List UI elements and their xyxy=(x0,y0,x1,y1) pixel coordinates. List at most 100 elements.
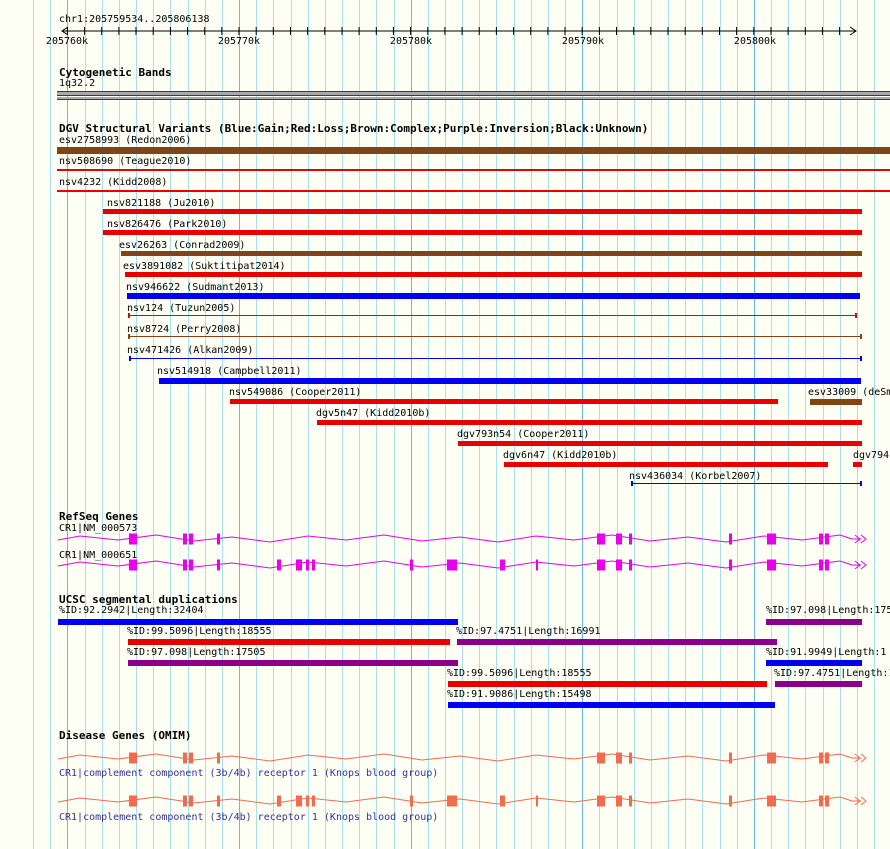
omim-gene-strand-arrow-icon xyxy=(852,796,867,806)
refseq-gene-label[interactable]: CR1|NM_000651 xyxy=(59,550,138,561)
dgv-variant-bar[interactable] xyxy=(57,147,890,154)
whisker-line xyxy=(128,336,862,337)
refseq-gene-exon xyxy=(729,533,732,545)
omim-gene-glyph[interactable] xyxy=(0,788,890,814)
segdup-label[interactable]: %ID:97.098|Length:175 xyxy=(766,605,890,616)
grid-minor-line xyxy=(118,0,120,849)
cytoband-track-title: Cytogenetic Bands xyxy=(59,66,172,79)
omim-gene-exon xyxy=(296,795,302,807)
dgv-variant-bar[interactable] xyxy=(121,251,862,256)
dgv-variant-label[interactable]: nsv436034 (Korbel2007) xyxy=(629,471,762,482)
omim-gene-exon xyxy=(825,795,829,807)
segdup-bar[interactable] xyxy=(775,681,862,687)
refseq-gene-exon xyxy=(597,559,605,571)
segdup-bar[interactable] xyxy=(128,639,450,645)
omim-gene-exon xyxy=(819,752,823,764)
grid-major-line xyxy=(67,0,69,849)
dgv-track-title: DGV Structural Variants (Blue:Gain;Red:L… xyxy=(59,122,649,135)
grid-minor-line xyxy=(153,0,155,849)
refseq-gene-exon xyxy=(629,533,632,545)
segdup-bar[interactable] xyxy=(58,619,458,625)
omim-gene-label[interactable]: CR1|complement component (3b/4b) recepto… xyxy=(59,812,439,823)
dgv-variant-bar[interactable] xyxy=(230,399,778,404)
omim-gene-glyph[interactable] xyxy=(0,745,890,771)
dgv-variant-bar[interactable] xyxy=(810,399,862,405)
dgv-variant-label[interactable]: nsv508690 (Teague2010) xyxy=(59,156,192,167)
dgv-variant-label[interactable]: dgv793n54 (Cooper2011) xyxy=(457,429,590,440)
refseq-gene-intron-line xyxy=(57,560,853,569)
dgv-variant-label[interactable]: dgv6n47 (Kidd2010b) xyxy=(503,450,618,461)
whisker-line xyxy=(128,315,857,316)
omim-gene-exon xyxy=(536,795,538,807)
dgv-variant-label[interactable]: nsv549086 (Cooper2011) xyxy=(229,387,362,398)
refseq-gene-glyph[interactable] xyxy=(0,552,890,578)
dgv-variant-whisker[interactable] xyxy=(128,313,857,318)
segdup-label[interactable]: %ID:99.5096|Length:18555 xyxy=(447,668,592,679)
omim-gene-exon xyxy=(217,795,220,807)
refseq-gene-label[interactable]: CR1|NM_000573 xyxy=(59,523,138,534)
segdup-label[interactable]: %ID:99.5096|Length:18555 xyxy=(127,626,272,637)
omim-gene-exon xyxy=(306,795,309,807)
dgv-variant-bar[interactable] xyxy=(57,169,890,171)
dgv-variant-bar[interactable] xyxy=(57,190,890,192)
omim-gene-exon xyxy=(825,752,829,764)
dgv-variant-bar[interactable] xyxy=(103,230,862,235)
dgv-variant-label[interactable]: nsv946622 (Sudmant2013) xyxy=(126,282,265,293)
whisker-end-left xyxy=(128,334,130,339)
omim-gene-exon xyxy=(183,752,187,764)
cytoband-band xyxy=(57,91,890,96)
omim-gene-exon xyxy=(629,752,632,764)
segdup-label[interactable]: %ID:92.2942|Length:32404 xyxy=(59,605,204,616)
ruler-tick-label: 205790k xyxy=(561,36,605,47)
dgv-variant-bar[interactable] xyxy=(458,441,862,446)
dgv-variant-label[interactable]: nsv8724 (Perry2008) xyxy=(127,324,242,335)
segdup-label[interactable]: %ID:97.4751|Length:16991 xyxy=(456,626,601,637)
dgv-variant-label[interactable]: nsv826476 (Park2010) xyxy=(107,219,228,230)
dgv-variant-label[interactable]: esv2758993 (Redon2006) xyxy=(59,135,192,146)
dgv-variant-label[interactable]: esv33009 (deSm xyxy=(808,387,890,398)
whisker-end-left xyxy=(129,356,131,361)
dgv-variant-label[interactable]: esv26263 (Conrad2009) xyxy=(119,240,246,251)
dgv-variant-whisker[interactable] xyxy=(631,481,862,486)
refseq-gene-exon xyxy=(729,559,732,571)
segdup-label[interactable]: %ID:97.4751|Length:1 xyxy=(774,668,890,679)
dgv-variant-bar[interactable] xyxy=(317,420,862,425)
omim-gene-label[interactable]: CR1|complement component (3b/4b) recepto… xyxy=(59,768,439,779)
grid-minor-line xyxy=(170,0,172,849)
segdup-label[interactable]: %ID:91.9086|Length:15498 xyxy=(447,689,592,700)
whisker-end-left xyxy=(631,481,633,486)
dgv-variant-label[interactable]: nsv4232 (Kidd2008) xyxy=(59,177,168,188)
dgv-variant-bar[interactable] xyxy=(504,462,828,467)
dgv-variant-whisker[interactable] xyxy=(129,356,862,361)
omim-track-title: Disease Genes (OMIM) xyxy=(59,729,192,742)
omim-gene-exon xyxy=(767,795,776,807)
refseq-gene-exon xyxy=(410,559,413,571)
dgv-variant-whisker[interactable] xyxy=(128,334,862,339)
refseq-gene-exon xyxy=(616,533,622,545)
dgv-variant-bar[interactable] xyxy=(159,378,861,384)
segdup-bar[interactable] xyxy=(457,639,777,645)
segdup-bar[interactable] xyxy=(128,660,458,666)
dgv-variant-label[interactable]: nsv471426 (Alkan2009) xyxy=(127,345,254,356)
dgv-variant-label[interactable]: dgv5n47 (Kidd2010b) xyxy=(316,408,431,419)
segdup-label[interactable]: %ID:97.098|Length:17505 xyxy=(127,647,266,658)
dgv-variant-label[interactable]: nsv514918 (Campbell2011) xyxy=(157,366,302,377)
dgv-variant-bar[interactable] xyxy=(127,293,860,299)
dgv-variant-label[interactable]: esv3891082 (Suktitipat2014) xyxy=(123,261,286,272)
segdup-bar[interactable] xyxy=(766,619,862,625)
segdup-bar[interactable] xyxy=(448,681,767,687)
dgv-variant-bar[interactable] xyxy=(125,272,862,277)
whisker-end-right xyxy=(860,356,862,361)
segdup-bar[interactable] xyxy=(766,660,862,666)
dgv-variant-bar[interactable] xyxy=(853,462,862,467)
dgv-variant-label[interactable]: nsv124 (Tuzun2005) xyxy=(127,303,236,314)
segdup-label[interactable]: %ID:91.9949|Length:1 xyxy=(766,647,887,658)
whisker-end-right xyxy=(860,334,862,339)
dgv-variant-bar[interactable] xyxy=(103,209,862,214)
refseq-gene-glyph[interactable] xyxy=(0,526,890,552)
dgv-variant-label[interactable]: nsv821188 (Ju2010) xyxy=(107,198,216,209)
segdup-track-title: UCSC segmental duplications xyxy=(59,593,238,606)
segdup-bar[interactable] xyxy=(448,702,775,708)
